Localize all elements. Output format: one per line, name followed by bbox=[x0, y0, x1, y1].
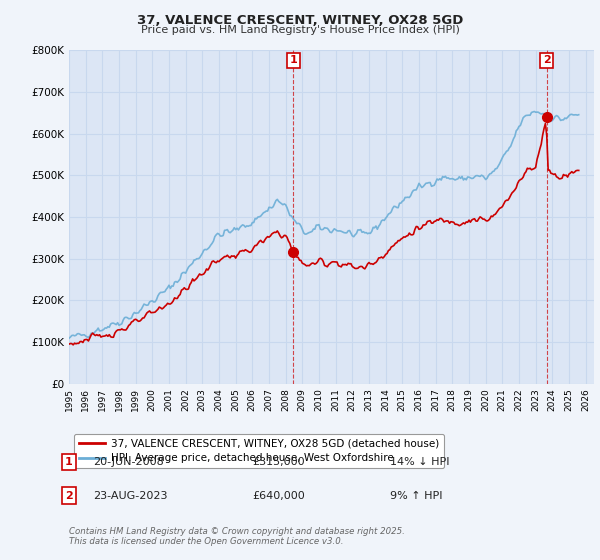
Text: 23-AUG-2023: 23-AUG-2023 bbox=[93, 491, 167, 501]
Text: 1: 1 bbox=[290, 55, 298, 66]
Text: 14% ↓ HPI: 14% ↓ HPI bbox=[390, 457, 449, 467]
Text: £315,000: £315,000 bbox=[252, 457, 305, 467]
Legend: 37, VALENCE CRESCENT, WITNEY, OX28 5GD (detached house), HPI: Average price, det: 37, VALENCE CRESCENT, WITNEY, OX28 5GD (… bbox=[74, 434, 444, 468]
Text: 37, VALENCE CRESCENT, WITNEY, OX28 5GD: 37, VALENCE CRESCENT, WITNEY, OX28 5GD bbox=[137, 14, 463, 27]
Text: 1: 1 bbox=[65, 457, 73, 467]
Text: 9% ↑ HPI: 9% ↑ HPI bbox=[390, 491, 443, 501]
Text: 2: 2 bbox=[542, 55, 550, 66]
Text: Price paid vs. HM Land Registry's House Price Index (HPI): Price paid vs. HM Land Registry's House … bbox=[140, 25, 460, 35]
Text: £640,000: £640,000 bbox=[252, 491, 305, 501]
Text: 2: 2 bbox=[65, 491, 73, 501]
Text: 20-JUN-2008: 20-JUN-2008 bbox=[93, 457, 164, 467]
Text: Contains HM Land Registry data © Crown copyright and database right 2025.
This d: Contains HM Land Registry data © Crown c… bbox=[69, 526, 405, 546]
